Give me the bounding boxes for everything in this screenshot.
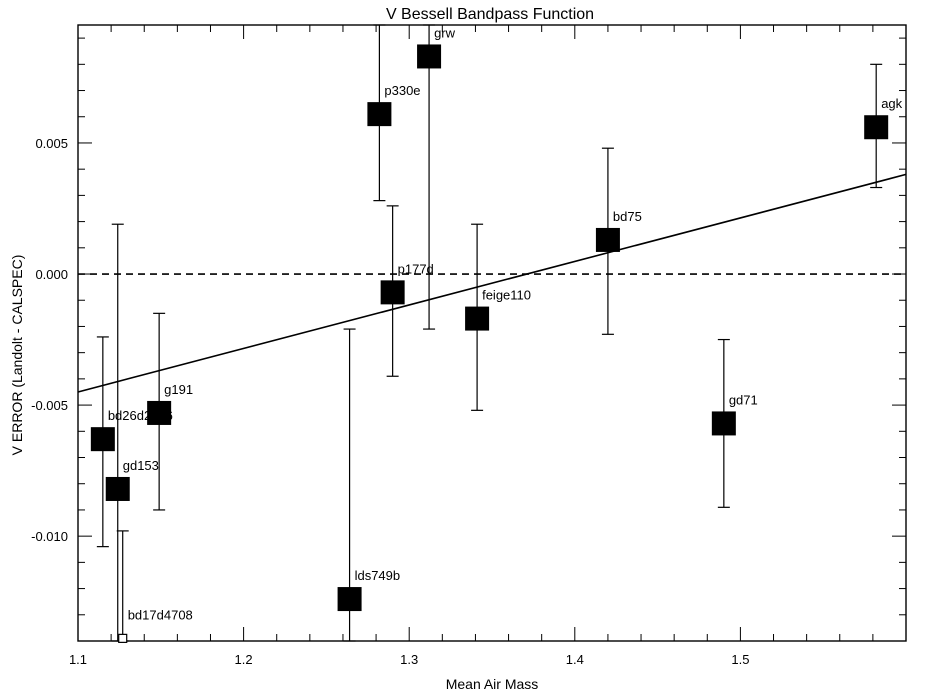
data-point-label: feige110 — [482, 288, 531, 303]
data-point-label: p177d — [398, 261, 434, 276]
data-point-marker — [118, 633, 128, 643]
data-point-label: gd153 — [123, 458, 159, 473]
y-tick-label: -0.010 — [31, 529, 68, 544]
data-point-label: agk — [881, 96, 902, 111]
data-point-marker — [337, 587, 362, 612]
data-point-marker — [864, 115, 889, 140]
data-point-label: lds749b — [355, 568, 401, 583]
data-point-marker — [595, 227, 620, 252]
y-tick-label: -0.005 — [31, 398, 68, 413]
x-axis-label: Mean Air Mass — [446, 676, 539, 692]
y-axis-label: V ERROR (Landolt - CALSPEC) — [9, 255, 25, 456]
data-point-label: bd75 — [613, 209, 642, 224]
y-tick-label: 0.000 — [35, 267, 68, 282]
data-point-marker — [105, 476, 130, 501]
data-point-marker — [367, 102, 392, 127]
data-point-marker — [147, 400, 172, 425]
x-tick-label: 1.5 — [731, 652, 749, 667]
plot-layer: 1.1 1.2 1.3 1.4 1.5-0.010-0.0050.0000.005bd2… — [31, 24, 907, 667]
x-tick-label: 1.1 — [69, 652, 87, 667]
x-tick-label: 1.3 — [400, 652, 418, 667]
data-point-marker — [90, 427, 115, 452]
data-point-label: bd17d4708 — [128, 607, 193, 622]
fit-line — [77, 173, 907, 393]
data-point-label: g191 — [164, 382, 193, 397]
data-point-marker — [465, 306, 490, 331]
x-tick-label: 1.2 — [235, 652, 253, 667]
data-point-marker — [711, 411, 736, 436]
data-point-label: grw — [434, 25, 456, 40]
plot-frame — [77, 24, 907, 642]
data-point-marker — [417, 44, 442, 69]
chart-title: V Bessell Bandpass Function — [386, 6, 594, 23]
x-tick-label: 1.4 — [566, 652, 584, 667]
data-point-label: p330e — [384, 83, 420, 98]
y-tick-label: 0.005 — [35, 136, 68, 151]
data-point-label: gd71 — [729, 392, 758, 407]
data-point-marker — [380, 280, 405, 305]
